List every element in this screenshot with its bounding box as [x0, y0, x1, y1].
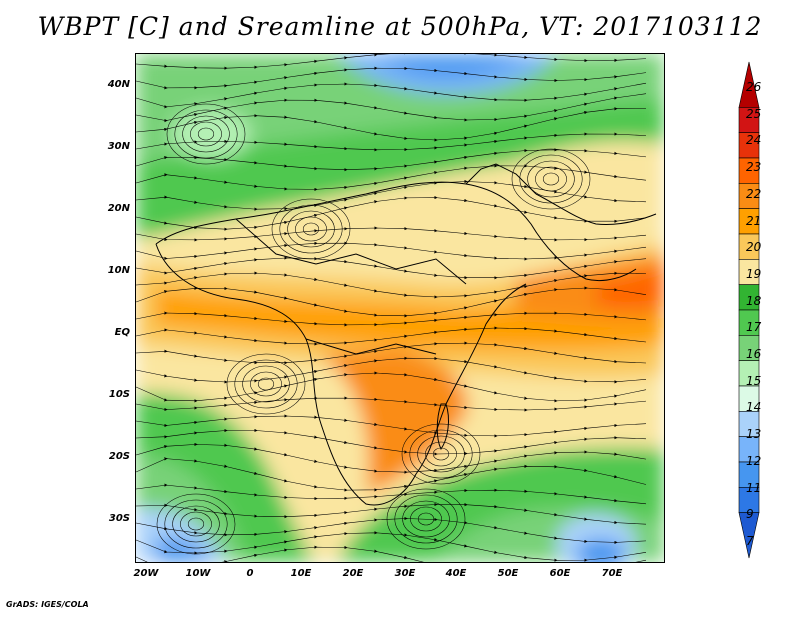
wbpt-map — [136, 54, 664, 562]
lat-tick-label: 40N — [107, 79, 130, 90]
lat-tick-label: 10N — [107, 265, 130, 276]
streamline-vortex — [287, 210, 335, 248]
streamline-vortex — [402, 500, 450, 538]
streamline-vortex — [197, 127, 215, 141]
streamline-vortex — [190, 121, 222, 147]
streamline-vortex — [234, 359, 298, 409]
streamline-vortex — [542, 172, 560, 186]
streamline-vortex — [271, 198, 351, 260]
streamline-vortex — [226, 353, 306, 415]
streamline — [136, 396, 647, 412]
map-panel — [135, 53, 665, 563]
lon-tick-label: 10E — [290, 568, 312, 579]
streamline-vortex — [187, 517, 205, 531]
colorbar-label: 21 — [746, 213, 762, 228]
streamline — [136, 311, 647, 327]
lon-tick-label: 60E — [549, 568, 571, 579]
streamline-vortex — [409, 429, 473, 479]
lon-tick-label: 20W — [133, 568, 159, 579]
streamline-vortex — [519, 154, 583, 204]
streamline-vortex — [166, 103, 246, 165]
colorbar-label: 22 — [746, 186, 762, 201]
streamline-vortex — [295, 216, 327, 242]
streamline — [136, 545, 647, 562]
lat-tick-label: 20S — [108, 451, 130, 462]
streamline-vortex — [302, 222, 320, 236]
colorbar-label: 9 — [746, 507, 754, 522]
streamline — [136, 256, 647, 280]
colorbar — [738, 61, 760, 559]
lat-tick-label: 10S — [108, 389, 130, 400]
streamline-vortex — [182, 115, 230, 153]
streamline-vortex — [401, 423, 481, 485]
colorbar-label: 18 — [746, 293, 762, 308]
colorbar-label: 25 — [746, 106, 762, 121]
lat-tick-label: EQ — [114, 327, 130, 338]
streamline-vortex — [250, 371, 282, 397]
streamline-vortex — [180, 511, 212, 537]
colorbar-label: 12 — [746, 453, 762, 468]
streamline-vortex — [425, 441, 457, 467]
streamline-vortex — [386, 488, 466, 550]
lon-tick-label: 40E — [445, 568, 467, 579]
streamline-vortex — [394, 494, 458, 544]
streamline-vortex — [172, 505, 220, 543]
streamline-vortex — [417, 435, 465, 473]
colorbar-label: 23 — [746, 160, 762, 175]
streamline-vortex — [417, 512, 435, 526]
lon-tick-label: 70E — [601, 568, 623, 579]
streamline-vortex — [242, 365, 290, 403]
streamline — [136, 502, 647, 525]
lon-tick-label: 20E — [342, 568, 364, 579]
streamline-vortex — [527, 160, 575, 198]
lat-tick-label: 30S — [108, 513, 130, 524]
colorbar-label: 19 — [746, 266, 762, 281]
colorbar-label: 7 — [746, 533, 754, 548]
streamline-vortex — [257, 377, 275, 391]
colorbar-label: 16 — [746, 347, 762, 361]
streamline-vortex — [535, 166, 567, 192]
lon-tick-label: 50E — [497, 568, 519, 579]
lon-tick-label: 30E — [394, 568, 416, 579]
colorbar-swatch — [738, 512, 760, 559]
colorbar-label: 13 — [746, 427, 762, 442]
streamlines — [136, 54, 647, 562]
credit-text: GrADS: IGES/COLA — [6, 600, 89, 609]
lat-tick-label: 20N — [107, 203, 130, 214]
streamline-vortex — [174, 109, 238, 159]
colorbar-label: 17 — [746, 320, 762, 335]
chart-title: WBPT [C] and Sreamline at 500hPa, VT: 20… — [37, 12, 763, 41]
streamline-vortex — [164, 499, 228, 549]
streamline-vortex — [156, 493, 236, 555]
streamline — [136, 226, 647, 242]
wbpt-shading — [136, 54, 664, 562]
colorbar-label: 14 — [746, 400, 762, 415]
colorbar-label: 20 — [746, 240, 762, 255]
streamline-vortex — [511, 148, 591, 210]
streamline-vortex — [410, 506, 442, 532]
colorbar-label: 11 — [746, 480, 762, 495]
lon-tick-label: 10W — [185, 568, 211, 579]
colorbar-label: 26 — [746, 80, 762, 94]
streamline-vortex — [279, 204, 343, 254]
colorbar-label: 15 — [746, 373, 762, 388]
streamline — [136, 483, 647, 505]
streamline — [136, 326, 647, 346]
colorbar-label: 24 — [746, 133, 762, 148]
lon-tick-label: 0 — [246, 568, 254, 579]
streamline-vortex — [432, 447, 450, 461]
lat-tick-label: 30N — [107, 141, 130, 152]
